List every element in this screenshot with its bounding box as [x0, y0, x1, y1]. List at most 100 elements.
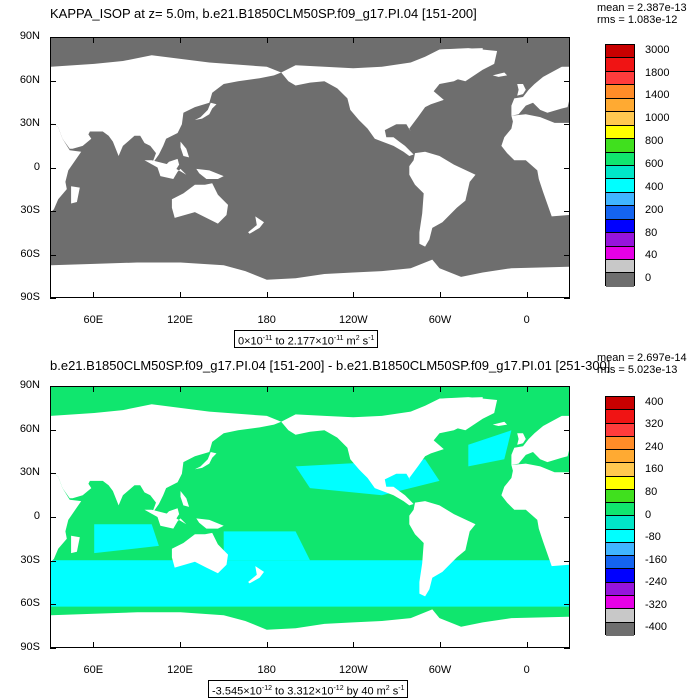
panel2-xtickmark [526, 386, 528, 392]
panel2-ytick-60S: 60S [20, 597, 40, 610]
panel1-colorbar-box [606, 273, 634, 287]
panel1-ytickmark [50, 211, 56, 212]
panel1-xtick-120E: 120E [167, 314, 193, 326]
panel2-xtickmark [440, 386, 441, 392]
panel1-ytickmark [564, 37, 570, 38]
panel1-ytickmark [564, 211, 570, 212]
panel2-ytick-30N: 30N [19, 466, 40, 479]
panel1-colorbar-label: 600 [645, 158, 664, 170]
panel1-land-japan [194, 102, 217, 120]
panel2-xtickmark [353, 386, 355, 392]
panel1-ytickmark [564, 80, 570, 82]
panel2-ytickmark [50, 386, 56, 387]
panel2-xtickmark [93, 642, 95, 648]
panel2-ocean-band-0 [51, 560, 569, 607]
panel2-land-greenland [439, 397, 498, 431]
panel2-ytickmark [564, 386, 570, 387]
panel2-colorbar-box [606, 622, 634, 636]
panel1-xtickmark [266, 37, 268, 43]
panel1-colorbar-box [606, 219, 634, 234]
panel1-colorbar-box [606, 58, 634, 72]
panel2-xtick-180: 180 [257, 664, 276, 676]
panel2-mean: mean = 2.697e-14 [597, 352, 687, 364]
panel2-ytickmark [50, 473, 56, 475]
panel1-ytickmark [50, 254, 56, 256]
panel2-land-antarctica [51, 609, 569, 647]
panel1-ytickmark [564, 254, 570, 256]
panel1-ytickmark [50, 298, 56, 299]
panel2-colorbar-label: -320 [645, 598, 668, 611]
panel1-colorbar-label: 800 [645, 135, 664, 148]
panel1-land-iceland [492, 72, 508, 77]
panel2-stats: mean = 2.697e-14 rms = 5.023e-13 [597, 352, 687, 376]
panel2-land-newzealand [248, 566, 264, 584]
panel2-xtickmark [266, 386, 268, 392]
panel2-colorbar-box [606, 582, 634, 596]
panel1-colorbar-box [606, 152, 634, 166]
panel1-title: KAPPA_ISOP at z= 5.0m, b.e21.B1850CLM50S… [50, 6, 477, 21]
panel1-land-africa [51, 122, 82, 215]
panel1-land-northamerica [281, 48, 483, 156]
panel1-colorbar-label: 1000 [645, 112, 670, 125]
panel1-ytickmark [564, 124, 570, 125]
panel2-colorbar-box [606, 463, 634, 477]
panel1-colorbar-label: 80 [645, 226, 658, 239]
panel1-xtick-60W: 60W [428, 314, 452, 326]
panel2-land-uk [517, 433, 526, 445]
panel2-colorbar-label: 320 [645, 418, 664, 431]
panel1-ytickmark [564, 167, 570, 169]
panel2-ytick-60N: 60N [19, 422, 40, 435]
panel2-map [50, 386, 570, 648]
panel2-land-eurasia [51, 404, 282, 515]
panel1-xtick-180: 180 [257, 314, 276, 326]
panel1-land-africa-west [501, 114, 569, 217]
panel2-land-borneo [164, 508, 180, 522]
panel1-colorbar-box [606, 246, 634, 260]
panel1-xtickmark [440, 37, 441, 43]
panel2-xtick-60W: 60W [428, 664, 452, 676]
panel1-colorbar-box [606, 165, 634, 180]
panel2-range-label: -3.545×10-12 to 3.312×10-12 by 40 m2 s-1 [208, 680, 409, 698]
panel2-colorbar-box [606, 397, 634, 411]
panel1-land-newguinea [196, 168, 224, 179]
panel2-ytick-90N: 90N [19, 379, 40, 391]
panel2-colorbar-box [606, 503, 634, 517]
panel2-colorbar-label: -400 [645, 621, 668, 634]
panel1-ytick-60S: 60S [20, 247, 40, 260]
panel2-colorbar-box [606, 450, 634, 464]
panel1-xtickmark [266, 292, 268, 298]
panel2-xtickmark [266, 642, 268, 648]
panel1-land-borneo [164, 158, 180, 172]
panel2-land-northamerica [281, 397, 483, 506]
panel2-xtick-60E: 60E [83, 664, 104, 676]
panel2-ytickmark [50, 604, 56, 606]
panel2-ytickmark [564, 560, 570, 562]
panel1-xtickmark [353, 292, 355, 298]
panel1-colorbar-box [606, 125, 634, 140]
panel1-colorbar-box [606, 179, 634, 193]
panel2-ocean-band-4 [223, 531, 310, 561]
panel1-xtick-120W: 120W [338, 314, 368, 326]
panel2-colorbar-label: 240 [645, 440, 664, 453]
panel2-colorbar-box [606, 489, 634, 504]
panel1-xtickmark [353, 37, 355, 43]
panel1-range-label: 0×10-11 to 2.177×10-11 m2 s-1 [234, 330, 379, 348]
panel2-map-svg [51, 397, 569, 647]
panel2-colorbar-box [606, 476, 634, 490]
panel1-ytickmark [50, 124, 56, 125]
panel2-ytickmark [564, 473, 570, 475]
panel2-colorbar-label: 400 [645, 395, 664, 408]
panel2-land-europe [511, 415, 569, 465]
panel2-land-africa [51, 472, 82, 565]
panel2-xtickmark [180, 642, 181, 648]
panel1-colorbar-box [606, 260, 634, 274]
panel2-ytick-90S: 90S [20, 641, 40, 653]
panel2-ytickmark [50, 517, 56, 518]
panel2-xtick-0: 0 [523, 664, 530, 676]
panel1-ytick-30S: 30S [20, 204, 40, 216]
panel2-ytickmark [50, 429, 56, 431]
panel1-ytickmark [50, 37, 56, 38]
panel1-ytick-90S: 90S [20, 291, 40, 303]
panel2-colorbar-label: 0 [645, 508, 652, 521]
panel1-xtick-60E: 60E [83, 314, 104, 326]
